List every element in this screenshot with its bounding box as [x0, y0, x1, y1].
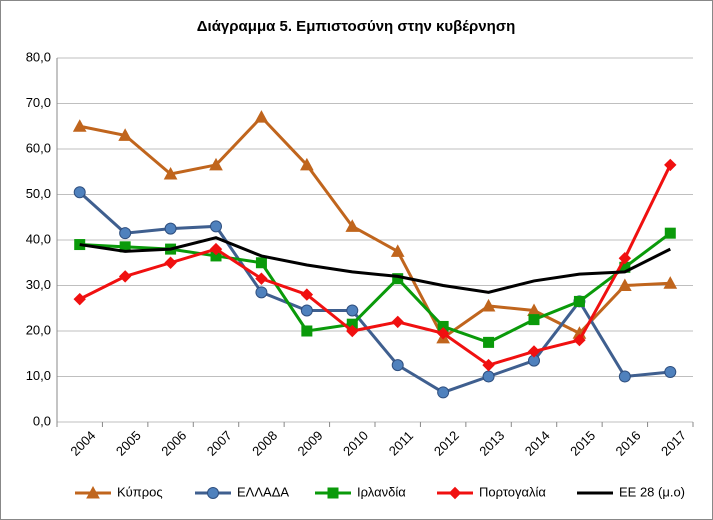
marker: [72, 119, 87, 132]
marker: [209, 242, 223, 256]
marker: [527, 345, 541, 358]
marker: [86, 485, 100, 499]
marker: [573, 333, 586, 347]
y-tick-label: 40,0: [26, 231, 51, 246]
legend-label: Κύπρος: [117, 484, 163, 499]
marker: [300, 157, 314, 171]
marker: [164, 222, 177, 235]
marker: [73, 186, 86, 199]
marker: [301, 325, 313, 337]
marker: [327, 487, 339, 499]
marker: [618, 370, 631, 383]
marker: [664, 365, 677, 378]
y-tick-label: 0,0: [33, 413, 51, 428]
marker: [254, 110, 269, 123]
marker: [210, 220, 222, 233]
marker: [482, 370, 495, 383]
y-tick-label: 70,0: [26, 95, 51, 110]
marker: [482, 358, 495, 372]
marker: [255, 272, 268, 285]
legend-label: ΕΛΛΑΔΑ: [237, 484, 289, 499]
series-line: [79, 164, 672, 367]
marker: [119, 227, 132, 240]
marker: [346, 324, 359, 338]
y-tick-label: 80,0: [26, 49, 51, 64]
marker: [664, 158, 677, 172]
marker: [437, 386, 450, 399]
marker: [391, 359, 404, 372]
legend-label: Ιρλανδία: [357, 484, 406, 499]
legend-item: ΕΛΛΑΔΑ: [195, 484, 289, 499]
marker: [573, 295, 585, 307]
y-tick-label: 10,0: [26, 368, 51, 383]
marker: [118, 128, 132, 141]
legend-label: Πορτογαλία: [479, 484, 546, 499]
marker: [618, 251, 632, 265]
y-tick-label: 30,0: [26, 277, 51, 292]
series-line: [79, 231, 672, 345]
marker: [345, 219, 360, 232]
marker: [164, 256, 177, 269]
marker: [391, 315, 404, 329]
legend-item: Ιρλανδία: [315, 484, 406, 499]
y-tick-label: 20,0: [26, 322, 51, 337]
legend-item: Πορτογαλία: [437, 484, 546, 499]
marker: [448, 486, 462, 500]
marker: [255, 257, 267, 269]
series-line: [79, 236, 671, 294]
marker: [300, 288, 314, 301]
series-line: [79, 114, 671, 341]
marker: [118, 270, 132, 283]
marker: [207, 487, 219, 499]
series-line: [78, 191, 671, 395]
marker: [73, 292, 86, 306]
y-tick-label: 60,0: [26, 140, 51, 155]
y-tick-label: 50,0: [26, 186, 51, 201]
legend-item: ΕΕ 28 (μ.ο): [577, 484, 685, 499]
legend-item: Κύπρος: [75, 484, 163, 499]
legend-label: ΕΕ 28 (μ.ο): [619, 484, 685, 499]
marker: [255, 286, 268, 299]
marker: [300, 304, 313, 317]
marker: [209, 157, 223, 171]
marker: [390, 244, 405, 257]
marker: [346, 304, 359, 317]
marker: [664, 227, 676, 239]
marker: [481, 298, 496, 312]
marker: [436, 327, 450, 340]
chart-title: Διάγραμμα 5. Εμπιστοσύνη στην κυβέρνηση: [197, 18, 516, 35]
marker: [618, 278, 632, 291]
marker: [528, 314, 540, 326]
marker: [663, 276, 678, 289]
marker: [163, 166, 178, 180]
marker: [483, 336, 495, 348]
